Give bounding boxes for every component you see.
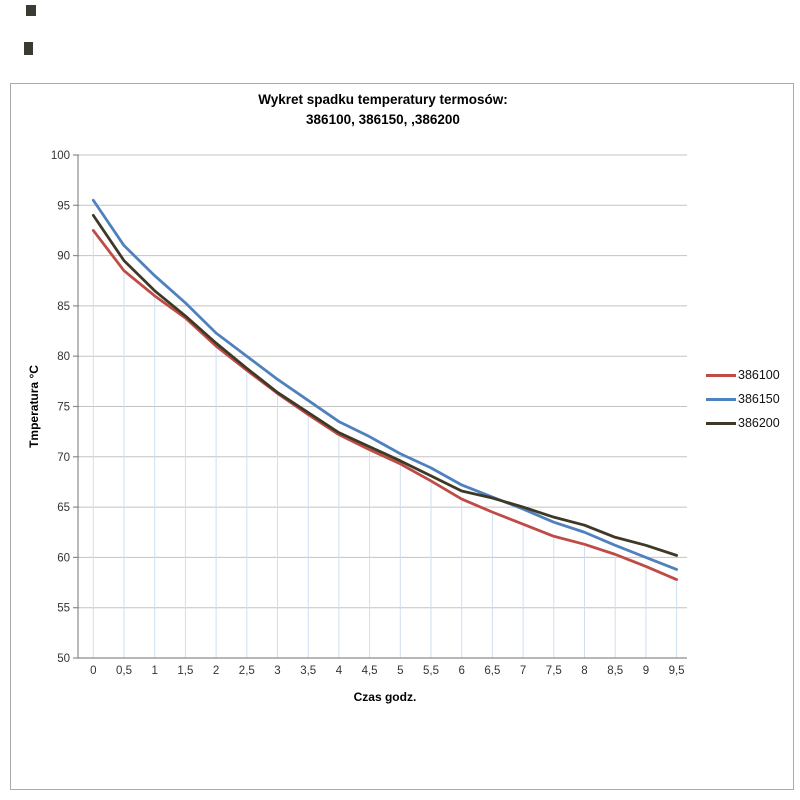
x-tick-label: 0 — [90, 665, 96, 677]
chart-title-line2: 386100, 386150, ,386200 — [306, 112, 460, 127]
series-line-386150 — [91, 198, 678, 571]
y-tick-label: 95 — [57, 200, 70, 212]
legend-item-386150: 386150 — [706, 387, 790, 411]
y-tick-label: 100 — [51, 150, 70, 162]
x-tick-label: 4 — [336, 665, 343, 677]
legend-item-386200: 386200 — [706, 411, 790, 435]
legend-line-swatch — [706, 397, 736, 401]
series-line-386200 — [91, 213, 678, 557]
y-tick-label: 75 — [57, 402, 70, 414]
x-tick-label: 2 — [213, 665, 219, 677]
y-tick-label: 70 — [57, 452, 70, 464]
x-tick-label: 6 — [458, 665, 464, 677]
x-tick-label: 1 — [151, 665, 157, 677]
x-tick-label: 1,5 — [177, 665, 193, 677]
y-tick-label: 65 — [57, 502, 70, 514]
x-tick-label: 3,5 — [300, 665, 316, 677]
legend-label: 386150 — [738, 392, 780, 406]
y-tick-label: 55 — [57, 603, 70, 615]
y-tick-label: 60 — [57, 552, 70, 564]
x-tick-label: 9 — [643, 665, 649, 677]
x-tick-label: 9,5 — [669, 665, 685, 677]
x-tick-label: 8,5 — [607, 665, 623, 677]
x-tick-label: 0,5 — [116, 665, 132, 677]
legend-item-386100: 386100 — [706, 363, 790, 387]
y-axis-title: Tmperatura °C — [27, 365, 41, 448]
series-line-386100 — [91, 229, 678, 581]
x-tick-label: 8 — [581, 665, 587, 677]
x-tick-label: 7,5 — [546, 665, 562, 677]
x-axis-title: Czas godz. — [354, 690, 417, 704]
y-tick-label: 50 — [57, 653, 70, 665]
screen-artifact-mark — [26, 5, 36, 16]
x-tick-label: 5 — [397, 665, 403, 677]
x-tick-label: 7 — [520, 665, 526, 677]
x-tick-label: 2,5 — [239, 665, 255, 677]
legend-label: 386100 — [738, 368, 780, 382]
chart-title-line1: Wykret spadku temperatury termosów: — [258, 92, 508, 107]
y-tick-label: 90 — [57, 251, 70, 263]
screen-artifact-mark — [24, 42, 33, 55]
chart-frame — [10, 83, 794, 790]
x-tick-label: 4,5 — [362, 665, 378, 677]
x-tick-label: 6,5 — [484, 665, 500, 677]
chart-legend: 386100 386150 386200 — [706, 363, 790, 435]
x-tick-label: 3 — [274, 665, 280, 677]
chart-title: Wykret spadku temperatury termosów: 3861… — [258, 90, 508, 130]
legend-line-swatch — [706, 373, 736, 377]
x-tick-label: 5,5 — [423, 665, 439, 677]
y-tick-label: 85 — [57, 301, 70, 313]
legend-line-swatch — [706, 421, 736, 425]
legend-label: 386200 — [738, 416, 780, 430]
y-tick-label: 80 — [57, 351, 70, 363]
